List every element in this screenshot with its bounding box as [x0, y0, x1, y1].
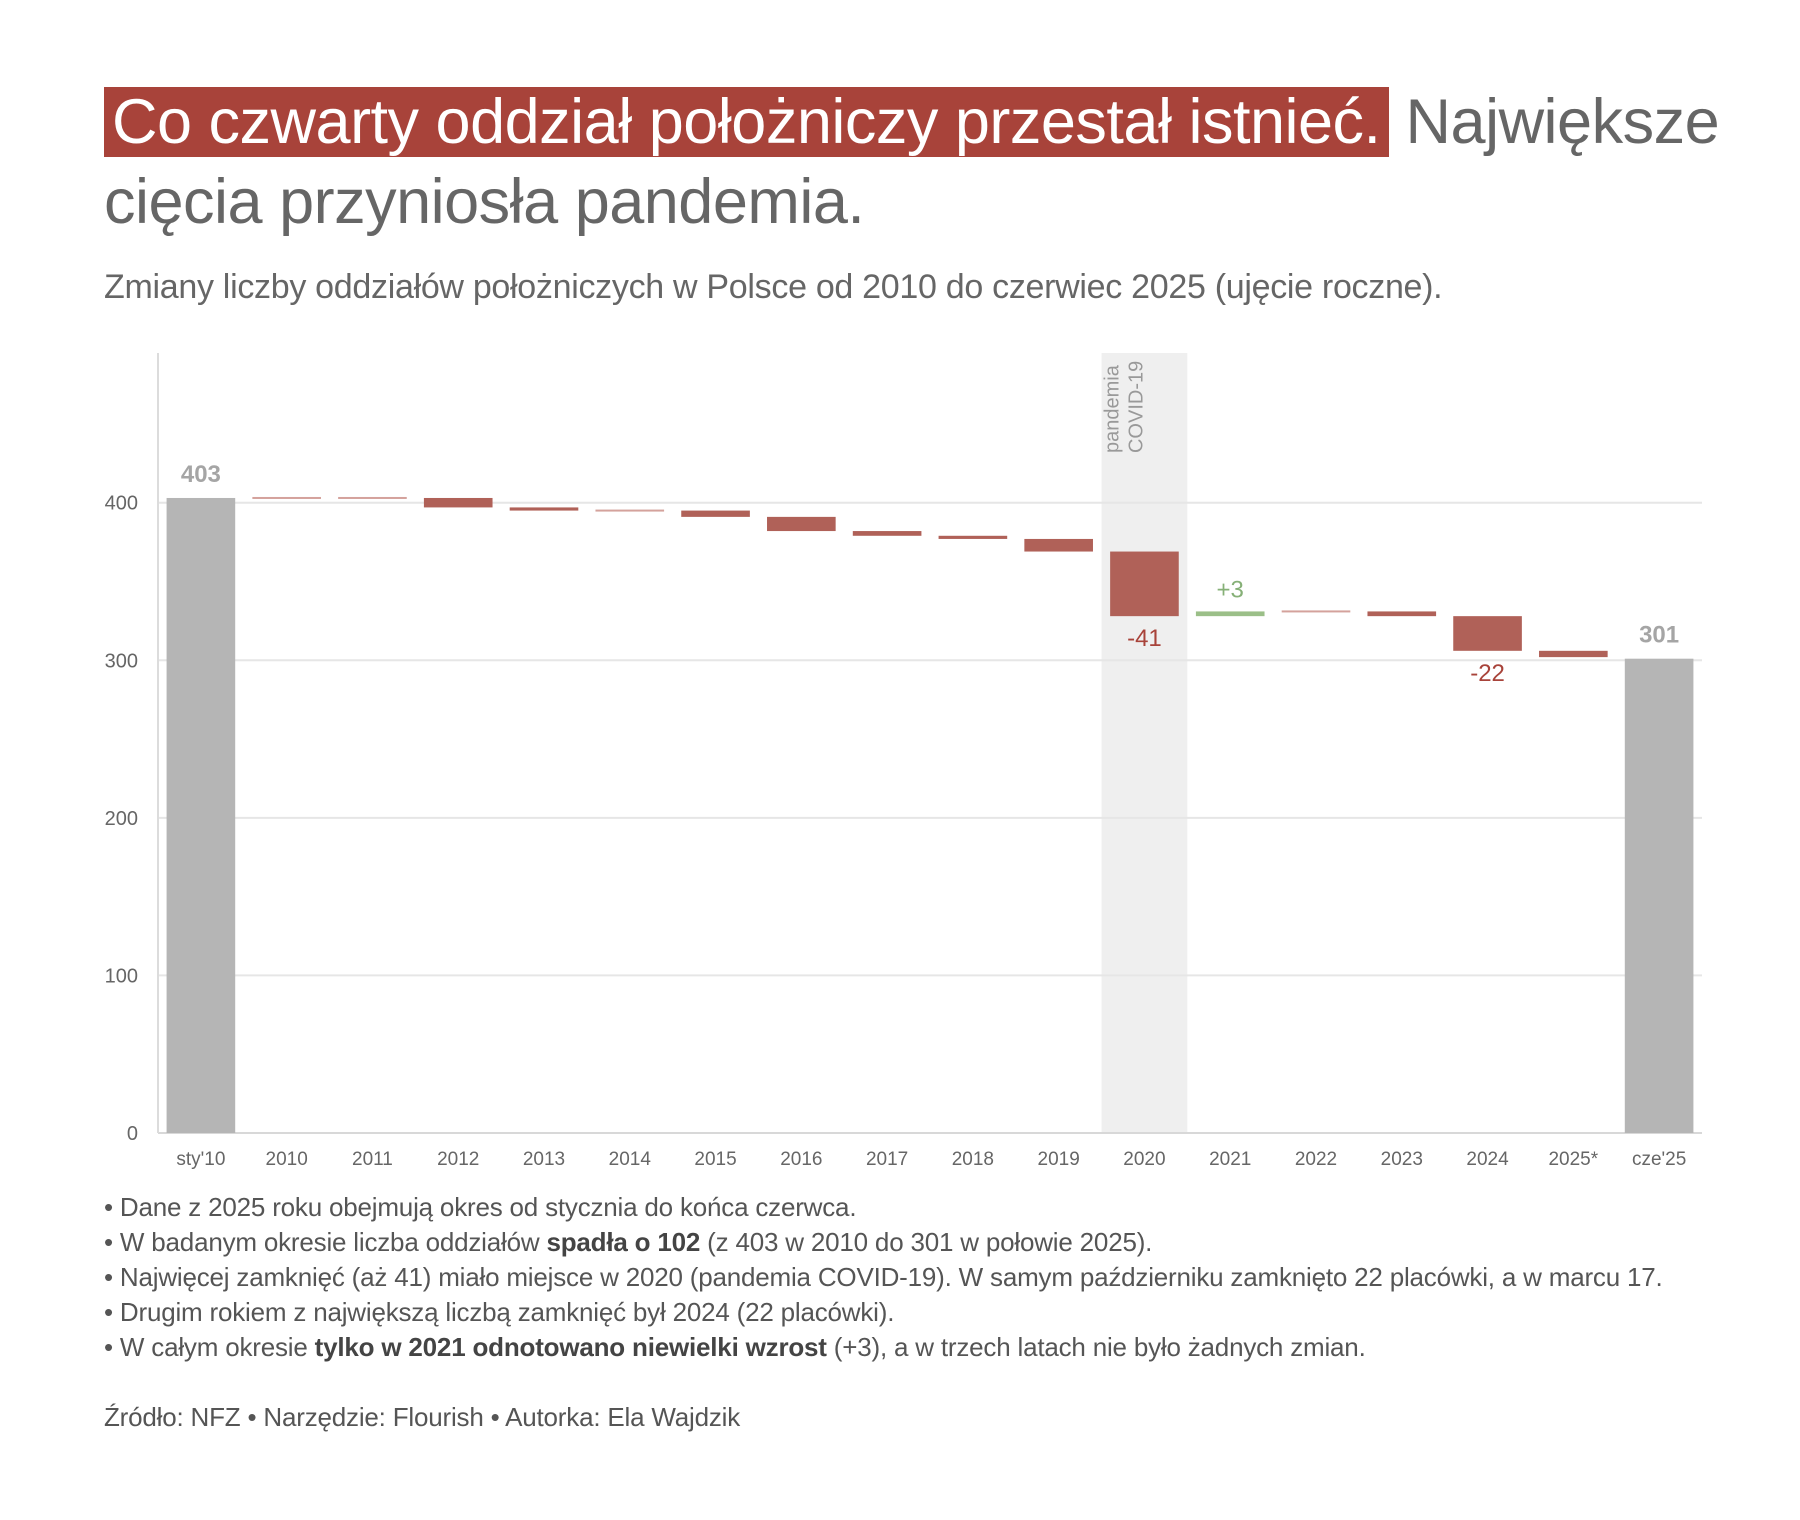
- note-emphasis: spadła o 102: [546, 1227, 701, 1257]
- x-tick-label: sty'10: [176, 1149, 225, 1170]
- total-value-label: 301: [1639, 622, 1679, 649]
- total-bar: [166, 497, 236, 1133]
- note-text: • W badanym okresie liczba oddziałów: [104, 1227, 547, 1257]
- change-value-label: -22: [1470, 660, 1505, 687]
- source-line: Źródło: NFZ • Narzędzie: Flourish • Auto…: [104, 1402, 741, 1432]
- y-tick-label: 100: [105, 965, 138, 987]
- x-tick-label: 2014: [609, 1149, 652, 1170]
- note-text: • Drugim rokiem z największą liczbą zamk…: [104, 1297, 895, 1327]
- x-tick-label: 2025*: [1548, 1149, 1598, 1170]
- pandemic-band-label-line: COVID-19: [1125, 361, 1147, 453]
- x-tick-label: 2013: [523, 1149, 565, 1170]
- y-tick-label: 400: [105, 493, 138, 515]
- y-tick-label: 0: [127, 1123, 138, 1145]
- waterfall-chart: pandemia COVID-19 0 100 200 300 400 403 sty'10 20…: [105, 353, 1702, 1170]
- no-change-bar: [338, 496, 407, 499]
- change-value-label: +3: [1217, 576, 1244, 603]
- decrease-bar: [767, 516, 836, 532]
- note-item: • Najwięcej zamknięć (aż 41) miało miejs…: [104, 1260, 1663, 1295]
- x-tick-label: 2015: [694, 1149, 736, 1170]
- y-tick-label: 200: [105, 808, 138, 830]
- note-text: (+3), a w trzech latach nie było żadnych…: [826, 1332, 1366, 1362]
- change-value-label: -41: [1127, 625, 1162, 652]
- x-tick-label: cze'25: [1632, 1149, 1686, 1170]
- x-tick-label: 2023: [1381, 1149, 1423, 1170]
- decrease-bar: [1024, 538, 1093, 552]
- decrease-bar: [509, 507, 579, 511]
- note-emphasis: tylko w 2021 odnotowano niewielki wzrost: [314, 1332, 827, 1362]
- x-tick-label: 2011: [352, 1149, 393, 1170]
- note-text: • Najwięcej zamknięć (aż 41) miało miejs…: [104, 1262, 1663, 1292]
- x-tick-label: 2012: [437, 1149, 479, 1170]
- pandemic-band-label: pandemia COVID-19: [1101, 361, 1147, 453]
- decrease-bar: [1453, 616, 1522, 651]
- decrease-bar: [1110, 551, 1179, 617]
- note-item: • Drugim rokiem z największą liczbą zamk…: [104, 1295, 1663, 1330]
- chart-title: Co czwarty oddział położniczy przestał i…: [104, 82, 1744, 242]
- x-tick-label: 2021: [1209, 1149, 1251, 1170]
- decrease-bar: [852, 531, 922, 536]
- decrease-bar: [938, 535, 1008, 539]
- no-change-bar: [252, 496, 321, 499]
- x-tick-label: 2020: [1123, 1149, 1165, 1170]
- x-tick-label: 2022: [1295, 1149, 1337, 1170]
- title-highlight: Co czwarty oddział położniczy przestał i…: [104, 87, 1389, 157]
- note-item: • W całym okresie tylko w 2021 odnotowan…: [104, 1330, 1663, 1365]
- total-bar: [1624, 658, 1694, 1133]
- chart-subtitle: Zmiany liczby oddziałów położniczych w P…: [104, 268, 1443, 306]
- notes-list: • Dane z 2025 roku obejmują okres od sty…: [104, 1190, 1663, 1365]
- decrease-bar: [1367, 611, 1437, 617]
- x-tick-label: 2017: [866, 1149, 908, 1170]
- x-tick-label: 2024: [1466, 1149, 1509, 1170]
- note-item: • Dane z 2025 roku obejmują okres od sty…: [104, 1190, 1663, 1225]
- note-item: • W badanym okresie liczba oddziałów spa…: [104, 1225, 1663, 1260]
- title-rest: Największe cięcia przyniosła pandemia.: [104, 87, 1720, 237]
- note-text: • Dane z 2025 roku obejmują okres od sty…: [104, 1192, 857, 1222]
- x-tick-label: 2019: [1038, 1149, 1080, 1170]
- x-tick-label: 2010: [266, 1149, 308, 1170]
- increase-bar: [1195, 611, 1265, 617]
- x-tick-label: 2016: [780, 1149, 822, 1170]
- decrease-bar: [423, 497, 493, 508]
- pandemic-band-label-line: pandemia: [1101, 364, 1123, 453]
- decrease-bar: [1539, 650, 1608, 658]
- pandemic-band: [1101, 353, 1188, 1133]
- decrease-bar: [681, 510, 750, 517]
- note-text: (z 403 w 2010 do 301 w połowie 2025).: [700, 1227, 1153, 1257]
- y-tick-label: 300: [105, 650, 138, 672]
- total-value-label: 403: [181, 461, 221, 488]
- note-text: • W całym okresie: [104, 1332, 315, 1362]
- no-change-bar: [595, 509, 665, 512]
- x-tick-label: 2018: [952, 1149, 994, 1170]
- no-change-bar: [1281, 610, 1351, 613]
